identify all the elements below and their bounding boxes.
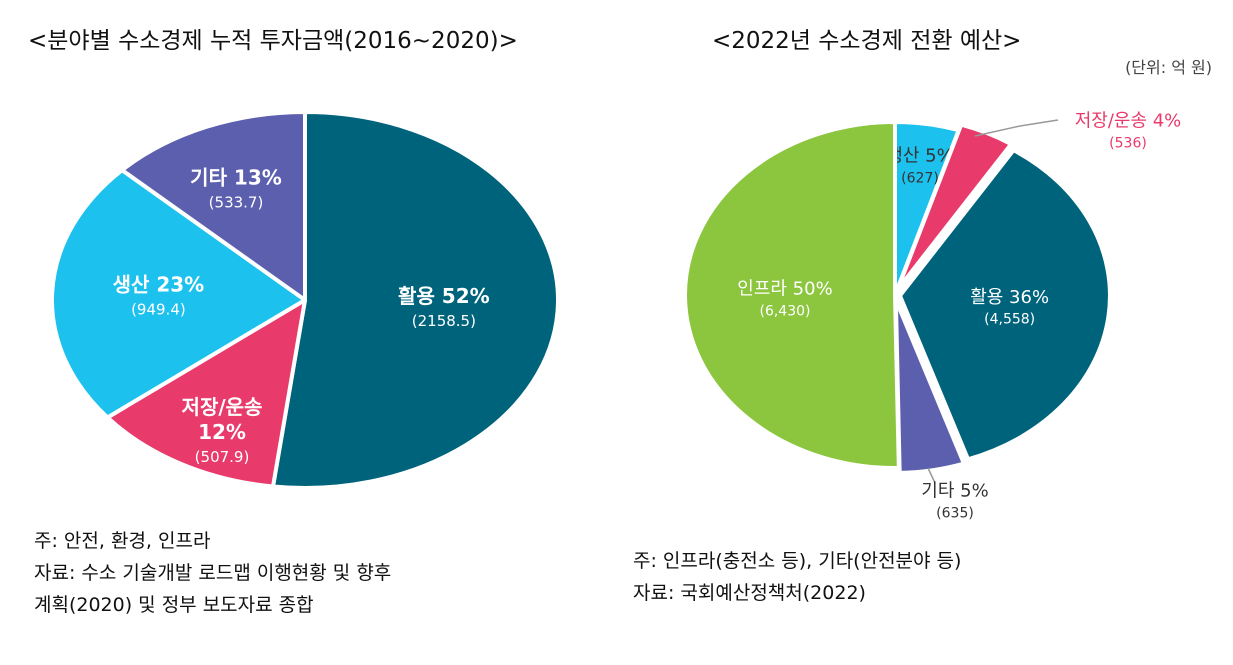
chart1-title: <분야별 수소경제 누적 투자금액(2016~2020)> [28, 28, 518, 54]
chart1-slice-2-label-0: 생산 23% [113, 273, 205, 297]
chart2-leader-1 [974, 119, 1059, 137]
chart2-slice-2-label-0: 활용 36% [970, 287, 1049, 308]
chart1-slice-1-label-0: 저장/운송 [182, 395, 263, 419]
chart1-slice-0-label-0: 활용 52% [398, 284, 490, 308]
chart1-note-1: 주: 안전, 환경, 인프라 [34, 530, 211, 552]
chart2-unit: (단위: 억 원) [1125, 58, 1212, 77]
chart2-pie: 생산 5% (627) 저장/운송 4% (536) 활용 36% (4,558) 기타 5… [683, 111, 1182, 521]
chart1-notes: 주: 안전, 환경, 인프라 자료: 수소 기술개발 로드맵 이행현황 및 향후… [34, 525, 391, 621]
chart2-slice-3 [893, 297, 966, 475]
chart2-leader-3 [927, 467, 936, 484]
chart1-slice-0-label-1: (2158.5) [412, 312, 476, 330]
chart2-note-1: 주: 인프라(충전소 등), 기타(안전분야 등) [633, 550, 962, 572]
chart2-slice-2 [897, 148, 1112, 462]
chart2-slice-4-label-0: 인프라 50% [737, 279, 832, 300]
chart1-slice-1 [105, 298, 307, 489]
chart1-slice-3-label-1: (533.7) [209, 194, 264, 212]
chart1-slice-3-label-0: 기타 13% [190, 166, 282, 190]
chart1-slice-1-label-2: (507.9) [195, 448, 250, 466]
chart2-slice-1-label-0: 저장/운송 4% [1075, 111, 1182, 132]
chart2-slice-3-label-0: 기타 5% [921, 481, 988, 502]
chart2-note-2: 자료: 국회예산정책처(2022) [633, 582, 866, 604]
chart2-slice-0-label-0: 생산 5% [886, 146, 953, 167]
chart1-note-3: 계획(2020) 및 정부 보도자료 종합 [34, 594, 314, 616]
chart2-title: <2022년 수소경제 전환 예산> [712, 28, 1021, 54]
chart2-notes: 주: 인프라(충전소 등), 기타(안전분야 등) 자료: 국회예산정책처(20… [633, 545, 961, 609]
chart1-slice-1-label-1: 12% [198, 420, 246, 444]
chart2-slice-2-label-1: (4,558) [984, 312, 1035, 328]
chart2-slice-3-label-1: (635) [936, 505, 974, 521]
chart1-note-2: 자료: 수소 기술개발 로드맵 이행현황 및 향후 [34, 562, 392, 584]
chart1-slice-2-label-1: (949.4) [131, 301, 186, 319]
chart2-slice-1-label-1: (536) [1109, 135, 1147, 151]
chart2-slice-4-label-1: (6,430) [759, 303, 810, 319]
chart2-slice-0-label-1: (627) [901, 170, 939, 186]
chart1-slice-2 [50, 168, 307, 420]
chart1-slice-3 [120, 110, 307, 302]
chart2-slice-4 [683, 120, 901, 470]
chart1-slice-0 [271, 110, 560, 490]
